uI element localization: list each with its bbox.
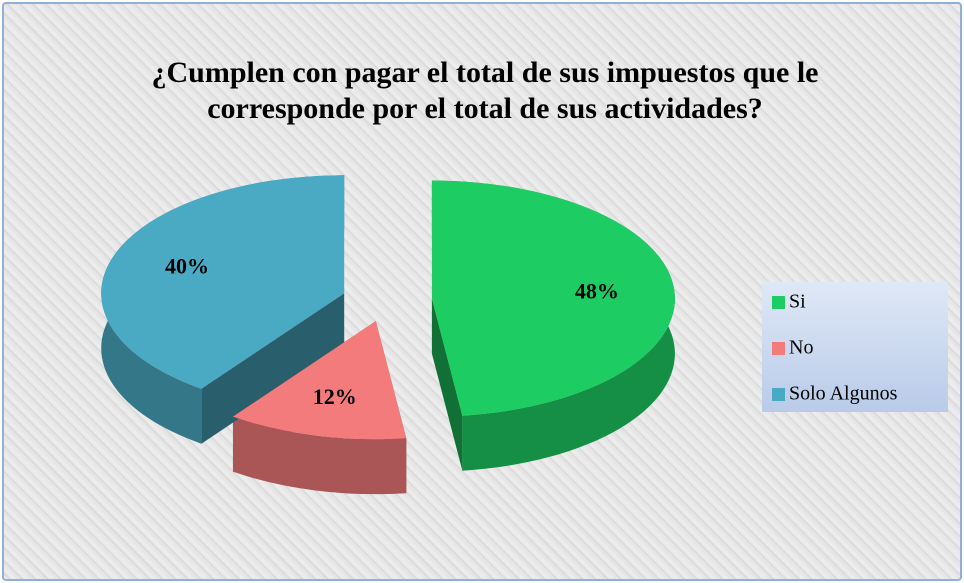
legend-swatch — [772, 296, 785, 309]
slice-side — [232, 416, 407, 495]
chart-title: ¿Cumplen con pagar el total de sus impue… — [151, 56, 819, 125]
legend-label: Solo Algunos — [789, 383, 898, 405]
data-label: 12% — [313, 384, 357, 409]
slice-side — [201, 293, 345, 444]
data-label: 48% — [575, 279, 619, 304]
data-label: 40% — [165, 253, 209, 278]
legend-label: Si — [789, 291, 806, 313]
slice-side — [431, 298, 463, 471]
slice — [101, 175, 345, 389]
slice — [232, 321, 407, 440]
legend-label: No — [789, 337, 813, 359]
legend-swatch — [772, 342, 785, 355]
legend-swatch — [772, 388, 785, 401]
slice — [431, 180, 675, 416]
legend-box — [762, 282, 948, 412]
